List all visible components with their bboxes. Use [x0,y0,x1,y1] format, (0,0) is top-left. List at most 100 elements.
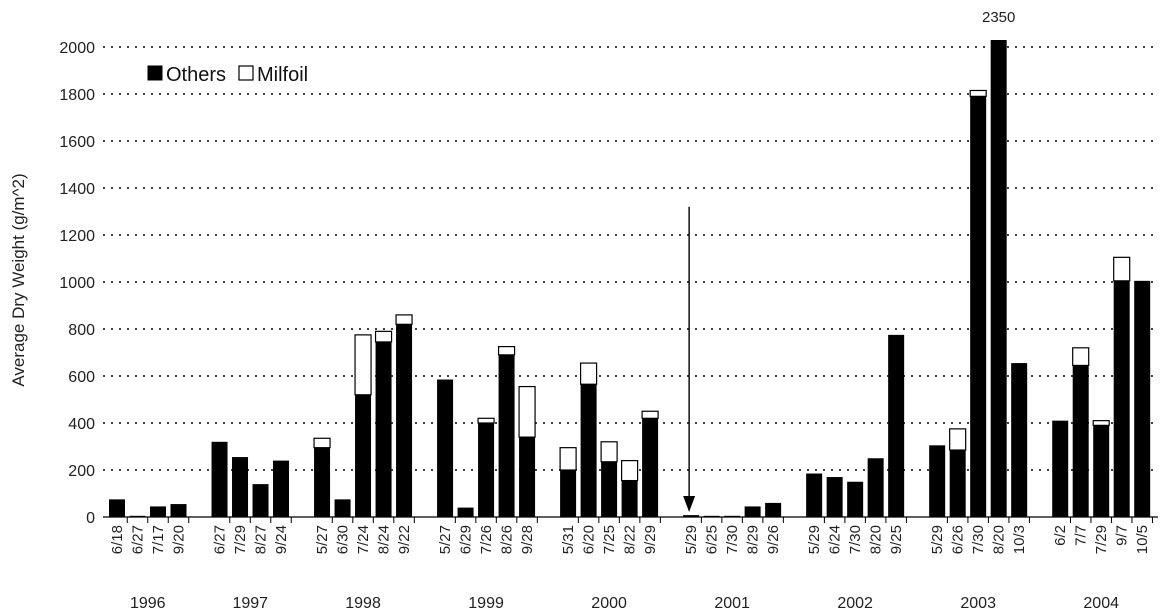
y-tick-label-1000: 1000 [59,275,95,292]
year-label-2003: 2003 [960,595,996,612]
bar-others-2 [150,506,166,517]
bar-others-30 [847,481,864,517]
x-category-label-7: 9/24 [273,525,290,554]
x-category-label-37: 10/3 [1011,525,1028,554]
x-category-label-26: 8/29 [745,525,762,554]
x-category-label-18: 5/31 [560,525,577,554]
x-category-label-25: 7/30 [724,525,741,554]
year-label-1998: 1998 [345,595,381,612]
y-tick-label-600: 600 [68,369,95,386]
x-category-label-6: 8/27 [253,525,270,554]
x-category-label-14: 6/29 [458,525,475,554]
bar-others-11 [375,341,392,517]
legend-swatch-others [147,65,163,81]
x-category-label-20: 7/25 [601,525,618,554]
bar-others-8 [314,447,331,517]
bar-milfoil-10 [354,334,372,396]
y-tick-label-0: 0 [86,510,95,527]
x-category-label-21: 8/22 [622,525,639,554]
x-category-label-33: 5/29 [929,525,946,554]
bar-milfoil-17 [518,385,536,438]
x-category-label-5: 7/29 [232,525,249,554]
x-category-label-13: 5/27 [437,525,454,554]
bar-others-36 [990,40,1007,517]
bar-others-21 [621,480,638,517]
x-category-label-27: 9/26 [765,525,782,554]
bar-others-14 [457,507,474,517]
bar-others-9 [334,499,351,517]
bar-others-18 [560,470,577,517]
x-category-label-28: 5/29 [806,525,823,554]
x-category-label-35: 7/30 [970,525,987,554]
x-category-label-1: 6/27 [130,525,147,554]
x-category-label-29: 6/24 [827,525,844,554]
bar-others-20 [601,461,618,517]
x-category-label-8: 5/27 [314,525,331,554]
bar-others-34 [949,450,966,517]
x-category-label-40: 7/29 [1093,525,1110,554]
x-category-label-32: 9/25 [888,525,905,554]
bar-others-15 [478,423,495,517]
x-category-label-34: 6/26 [950,525,967,554]
x-category-label-19: 6/20 [581,525,598,554]
x-category-label-38: 6/2 [1052,525,1069,546]
x-category-label-16: 8/26 [499,525,516,554]
bar-others-38 [1052,420,1069,517]
bar-others-39 [1072,365,1089,517]
bar-milfoil-8 [313,437,331,449]
axis-layer [103,516,1158,523]
bar-milfoil-34 [949,428,967,451]
legend-label-milfoil: Milfoil [257,64,308,86]
bar-others-28 [806,473,823,517]
x-category-label-9: 6/30 [335,525,352,554]
x-category-label-12: 9/22 [396,525,413,554]
year-label-2001: 2001 [714,595,750,612]
x-category-label-17: 9/28 [519,525,536,554]
y-tick-label-2000: 2000 [59,40,95,57]
bar-others-26 [744,506,761,517]
x-category-label-0: 6/18 [109,525,126,554]
x-category-label-22: 9/29 [642,525,659,554]
year-label-2000: 2000 [591,595,627,612]
bar-others-6 [252,484,269,517]
bar-others-29 [826,477,843,517]
bar-milfoil-11 [374,330,393,343]
y-tick-label-1200: 1200 [59,228,95,245]
bar-others-10 [355,394,372,517]
bars-layer [109,40,1151,517]
bar-milfoil-35 [969,89,987,97]
bar-others-35 [970,96,987,517]
bar-others-4 [211,441,228,517]
bar-others-16 [498,354,515,517]
bar-milfoil-16 [497,346,516,356]
legend-swatch-milfoil [238,65,254,81]
y-tick-label-800: 800 [68,322,95,339]
bar-milfoil-12 [395,314,413,325]
bar-milfoil-41 [1113,256,1131,282]
legend: Others Milfoil [147,64,308,86]
bar-others-40 [1093,425,1110,517]
bar-others-31 [867,458,884,517]
year-label-1999: 1999 [468,595,504,612]
y-axis-title: Average Dry Weight (g/m^2) [9,173,28,386]
year-label-2002: 2002 [837,595,873,612]
x-category-label-2: 7/17 [150,525,167,554]
bar-others-7 [273,460,290,517]
label-layer: 0 200 400 600 800 1000 1200 1400 1600 1800 2000 6/1… [59,9,1151,612]
legend-label-others: Others [166,64,226,86]
bar-milfoil-19 [579,362,598,385]
annotation-arrow-head [683,495,696,512]
x-category-label-10: 7/24 [355,525,372,554]
x-category-label-3: 9/20 [171,525,188,554]
y-tick-label-1800: 1800 [59,87,95,104]
bar-milfoil-39 [1072,347,1090,367]
x-category-label-36: 8/20 [991,525,1008,554]
x-category-label-23: 5/29 [683,525,700,554]
x-category-label-39: 7/7 [1073,525,1090,546]
year-label-1996: 1996 [130,595,166,612]
bar-others-13 [437,379,454,517]
bar-others-0 [109,499,125,517]
year-label-2004: 2004 [1083,595,1119,612]
